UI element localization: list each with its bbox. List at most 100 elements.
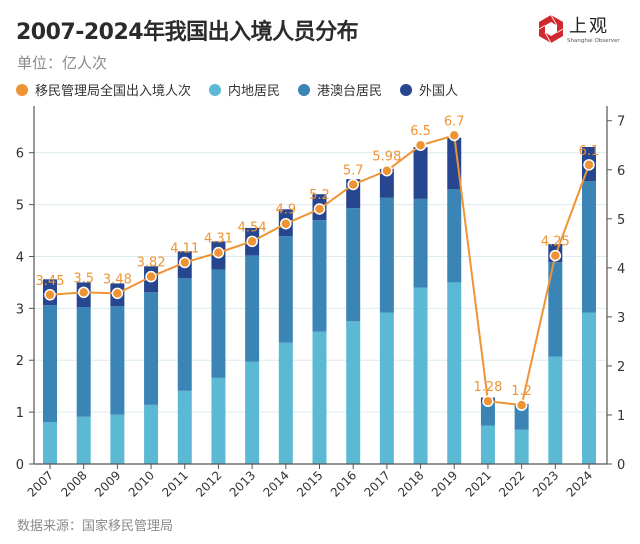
bar-hmt [413, 198, 428, 288]
hexagon-shutter-icon [538, 14, 564, 44]
bar-mainland [76, 416, 91, 464]
bar-hmt [480, 402, 495, 426]
legend-dot-total [16, 83, 28, 96]
total-point [212, 246, 225, 259]
data-source: 数据来源：国家移民管理局 [17, 519, 174, 534]
x-tick-label: 2011 [159, 468, 190, 499]
total-point [448, 129, 460, 142]
chart-legend: 移民管理局全国出入境人次 内地居民 港澳台居民 外国人 [16, 80, 476, 99]
bar-mainland [413, 287, 428, 464]
logo-text: 上观 [569, 16, 609, 37]
total-data-label: 5.98 [372, 150, 401, 165]
legend-item-hmt: 港澳台居民 [298, 80, 382, 99]
bar-hmt [211, 269, 226, 378]
bar-hmt [312, 220, 327, 332]
bar-hmt [177, 278, 192, 391]
right-tick-label: 3 [617, 311, 625, 326]
right-tick-label: 2 [617, 360, 625, 375]
bar-mainland [245, 361, 260, 464]
total-data-label: 6.1 [579, 144, 600, 159]
bar-hmt [379, 197, 394, 313]
bar-hmt [245, 255, 260, 362]
total-point [111, 287, 124, 300]
total-data-label: 6.5 [410, 124, 431, 139]
x-tick-label: 2009 [92, 468, 123, 499]
bar-mainland [177, 390, 192, 464]
right-tick-label: 5 [617, 213, 625, 228]
bar-hmt [514, 404, 529, 430]
bar-hmt [76, 307, 91, 417]
bar-hmt [110, 306, 125, 415]
bar-mainland [480, 425, 495, 464]
x-tick-label: 2007 [25, 468, 56, 499]
bar-hmt [346, 208, 361, 322]
legend-label-foreign: 外国人 [419, 84, 459, 99]
bar-mainland [278, 342, 293, 464]
right-tick-label: 6 [617, 164, 625, 179]
x-tick-label: 2013 [227, 468, 258, 499]
total-point [515, 399, 528, 411]
left-tick-label: 1 [16, 406, 24, 421]
logo-subtext: Shanghai Observer [567, 38, 620, 44]
x-tick-label: 2023 [530, 468, 561, 499]
legend-dot-hmt [298, 83, 311, 96]
total-point [549, 249, 562, 262]
total-point [414, 139, 427, 151]
total-point [77, 286, 90, 299]
bar-hmt [43, 305, 57, 422]
total-data-label: 5.7 [343, 163, 364, 178]
total-data-label: 4.11 [170, 241, 199, 256]
line-series [44, 129, 595, 411]
total-data-label: 4.54 [238, 220, 267, 235]
legend-dot-mainland [209, 83, 222, 96]
bar-hmt [548, 262, 563, 357]
legend-label-hmt: 港澳台居民 [317, 84, 383, 99]
data-labels: 3.45 3.5 3.48 3.82 4.11 4.31 4.54 4.9 5.2 5.7 5.98… [36, 114, 600, 399]
x-tick-label: 2008 [58, 468, 89, 499]
legend-label-mainland: 内地居民 [228, 84, 281, 99]
left-tick-label: 2 [16, 354, 24, 369]
x-tick-label: 2010 [126, 468, 157, 499]
bar-mainland [144, 404, 159, 464]
x-tick-label: 2012 [193, 468, 224, 499]
bar-mainland [110, 414, 125, 464]
total-point [482, 395, 494, 407]
total-point [44, 289, 56, 301]
bar-hmt [144, 292, 159, 405]
total-data-label: 1.2 [511, 384, 532, 399]
brand-logo: 上观 Shanghai Observer [536, 12, 636, 52]
total-data-label: 3.48 [103, 272, 132, 287]
bar-mainland [346, 321, 361, 464]
right-tick-label: 4 [617, 262, 625, 277]
chart-unit: 单位：亿人次 [17, 54, 108, 72]
x-tick-label: 2015 [294, 468, 325, 499]
bar-mainland [447, 282, 462, 464]
bar-mainland [548, 356, 563, 464]
bar-hmt [582, 181, 596, 313]
total-data-label: 1.28 [473, 380, 502, 395]
total-data-label: 4.9 [275, 203, 296, 218]
left-tick-label: 5 [16, 199, 24, 214]
left-tick-label: 3 [16, 302, 24, 317]
total-data-label: 3.45 [36, 274, 65, 289]
legend-item-total: 移民管理局全国出入境人次 [16, 80, 191, 99]
total-point [145, 270, 157, 283]
bar-mainland [514, 429, 529, 464]
bar-mainland [582, 312, 596, 464]
left-tick-label: 6 [16, 147, 24, 162]
bar-mainland [211, 377, 226, 464]
bar-mainland [312, 331, 327, 464]
bar-hmt [278, 236, 293, 343]
total-data-label: 4.31 [204, 232, 233, 247]
left-tick-label: 4 [16, 250, 24, 265]
bar-foreign [413, 146, 428, 199]
total-data-label: 6.7 [444, 114, 465, 129]
bar-foreign [447, 137, 462, 190]
total-point [280, 217, 292, 230]
total-point [313, 203, 326, 215]
x-tick-label: 2022 [496, 468, 527, 499]
x-tick-label: 2018 [395, 468, 426, 499]
x-tick-label: 2024 [564, 468, 595, 499]
total-point [381, 164, 393, 177]
